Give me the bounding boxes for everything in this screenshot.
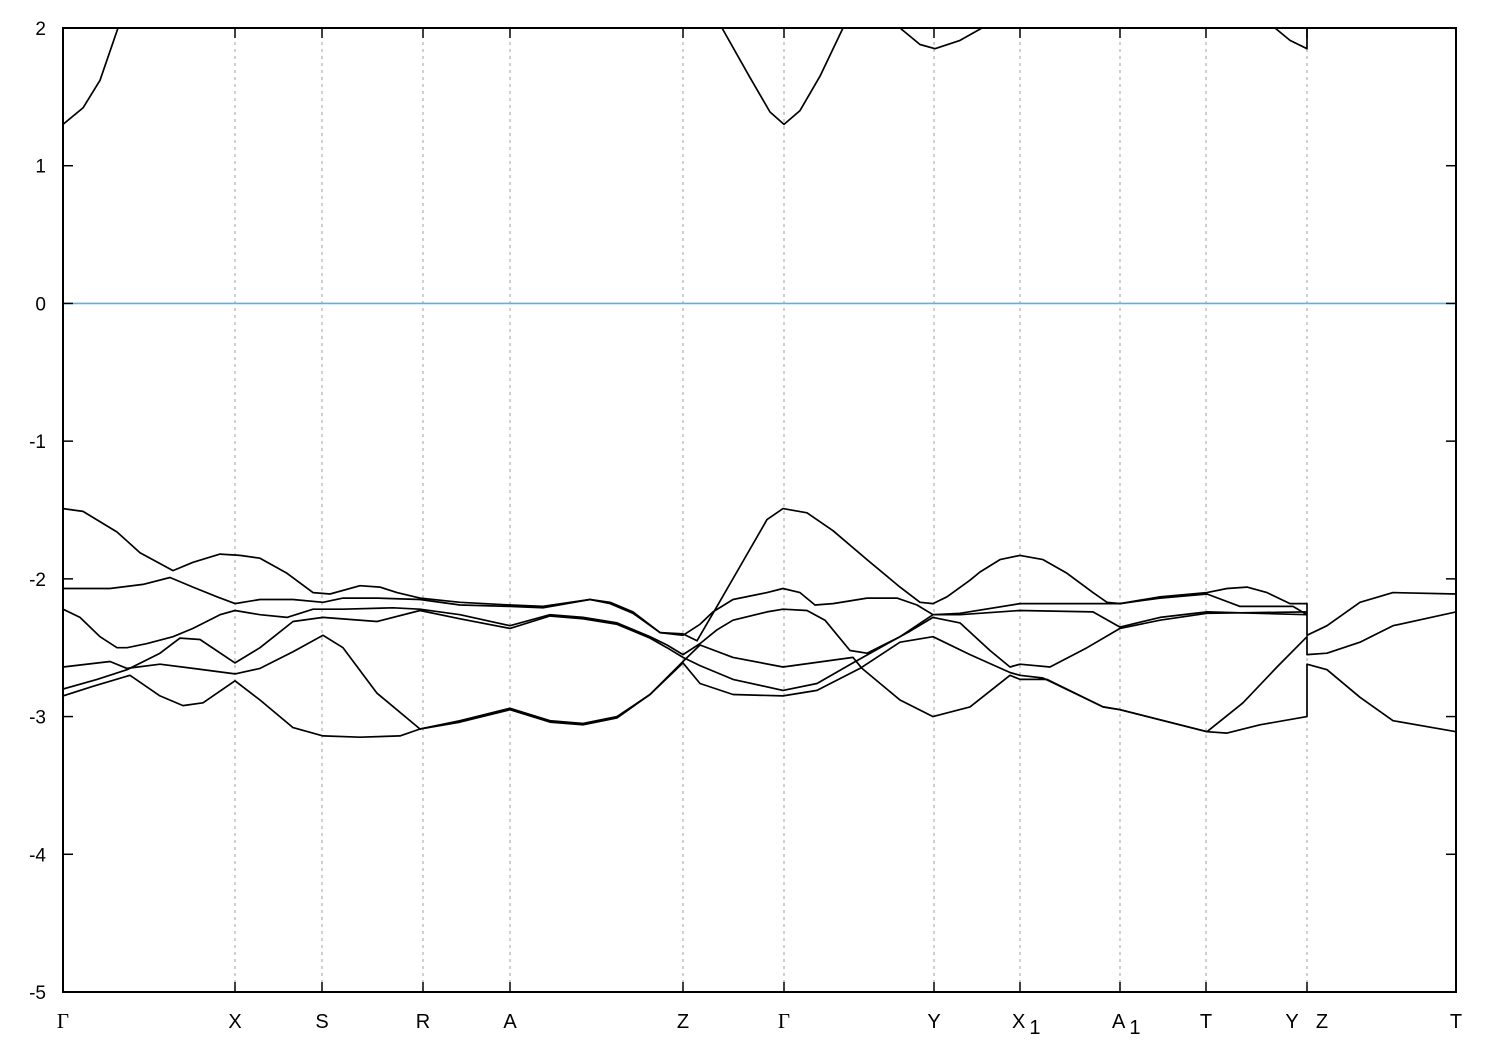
kpoint-label: Y [927,1011,940,1033]
conduction-band-segment-1 [63,28,119,126]
kpoint-label-subscript: 1 [1029,1017,1040,1039]
kpoint-label: Z [677,1011,689,1033]
y-tick-label: 1 [35,157,46,178]
conduction-band-segment-4 [1274,28,1308,50]
bands [63,28,1456,739]
kpoint-label: S [315,1011,328,1033]
kpoint-label: T [1200,1011,1212,1033]
valence-band-2 [63,576,1308,637]
valence-band-5 [63,634,1456,734]
kpoint-label: A [503,1011,517,1033]
kpoint-label: Y [1285,1011,1298,1033]
kpoint-label: Γ [57,1009,69,1033]
kpoint-label: X [228,1011,241,1033]
axis-ticks [62,27,1457,993]
kpoint-label-subscript: 1 [1129,1017,1140,1039]
y-tick-label: -5 [29,983,46,1004]
y-tick-label: 0 [35,294,46,315]
y-tick-label: 2 [35,19,46,40]
y-tick-label: -4 [29,845,46,866]
y-tick-labels: 2 1 0 -1 -2 -3 -4 -5 [29,19,46,1004]
y-tick-label: -1 [29,432,46,453]
kpoint-label: R [416,1011,430,1033]
conduction-band-segment-3 [899,28,983,50]
valence-band-3 [63,606,1308,656]
kpoint-label: Z [1316,1011,1328,1033]
valence-band-6 [63,611,1456,739]
y-tick-label: -3 [29,708,46,729]
plot-frame [62,27,1457,993]
high-symmetry-gridlines [234,28,1308,992]
y-tick-label: -2 [29,570,46,591]
valence-band-1 [63,507,1456,642]
kpoint-label: T [1450,1011,1462,1033]
kpoint-label: Γ [778,1009,790,1033]
valence-band-4 [63,609,1308,692]
conduction-band-segment-2 [721,28,844,126]
